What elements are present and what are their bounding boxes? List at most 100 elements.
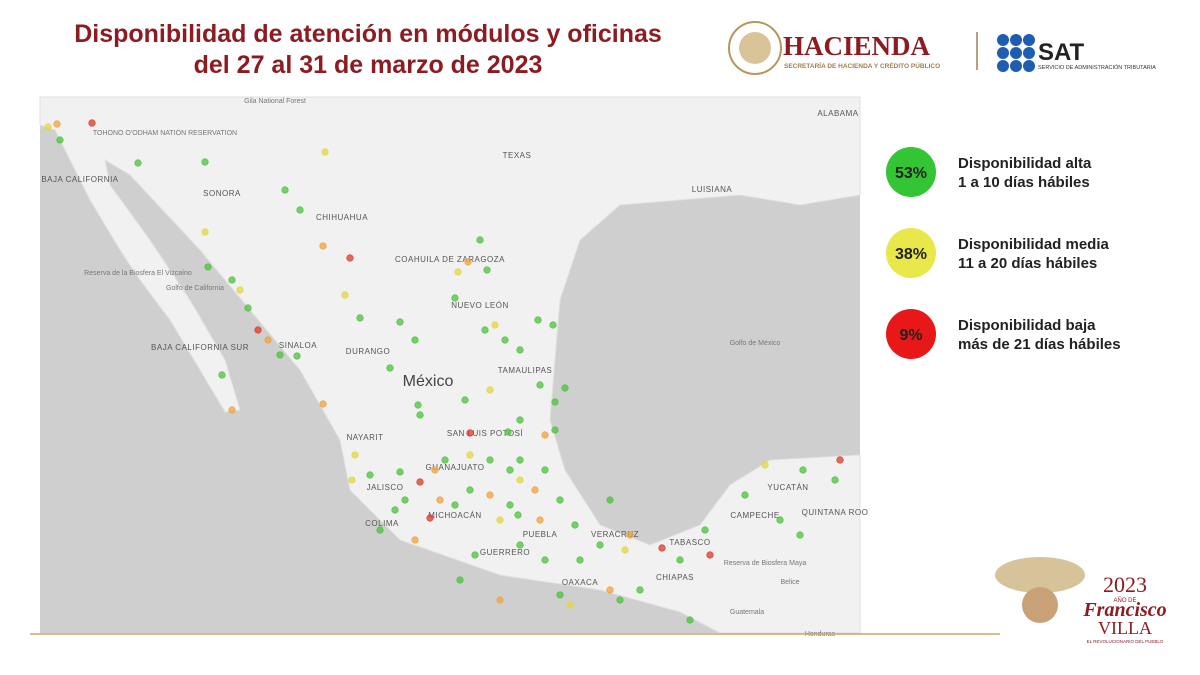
map-label: TABASCO — [669, 538, 710, 547]
map-label: TEXAS — [503, 151, 532, 160]
legend-percent: 38% — [895, 246, 927, 263]
office-dot — [516, 456, 524, 464]
office-dot — [319, 400, 327, 408]
office-dot — [293, 352, 301, 360]
office-dot — [451, 501, 459, 509]
footer-name: VILLA — [1098, 618, 1152, 638]
office-dot — [616, 596, 624, 604]
office-dot — [356, 314, 364, 322]
map-label: TAMAULIPAS — [498, 366, 553, 375]
title-line: del 27 al 31 de marzo de 2023 — [194, 51, 543, 79]
legend-dot — [886, 228, 936, 278]
office-dot — [454, 268, 462, 276]
office-dot — [351, 451, 359, 459]
office-dot — [391, 506, 399, 514]
map-label: SONORA — [203, 189, 241, 198]
office-dot — [636, 586, 644, 594]
legend-dot — [886, 309, 936, 359]
map-label: PUEBLA — [523, 530, 558, 539]
map-label: ALABAMA — [817, 109, 858, 118]
sat-name: SAT — [1038, 39, 1085, 66]
map-label: Gila National Forest — [244, 98, 306, 105]
office-dot — [606, 586, 614, 594]
map-label: Guatemala — [730, 609, 764, 616]
office-dot — [436, 496, 444, 504]
office-dot — [576, 556, 584, 564]
office-dot — [204, 263, 212, 271]
office-dot — [401, 496, 409, 504]
office-dot — [411, 336, 419, 344]
office-dot — [426, 514, 434, 522]
office-dot — [741, 491, 749, 499]
map-label: BAJA CALIFORNIA — [41, 175, 118, 184]
map: Gila National Forest TOHONO O'ODHAM NATIO… — [39, 96, 869, 638]
map-label: VERACRUZ — [591, 530, 639, 539]
office-dot — [496, 596, 504, 604]
office-dot — [201, 158, 209, 166]
office-dot — [658, 544, 666, 552]
office-dot — [476, 236, 484, 244]
office-dot — [541, 431, 549, 439]
office-dot — [686, 616, 694, 624]
office-dot — [551, 398, 559, 406]
map-label: Reserva de la Biosfera El Vizcaíno — [84, 270, 192, 277]
map-label: México — [403, 373, 454, 390]
map-label: TOHONO O'ODHAM NATION RESERVATION — [93, 130, 237, 137]
office-dot — [516, 416, 524, 424]
emblem — [739, 32, 771, 64]
office-dot — [411, 536, 419, 544]
office-dot — [799, 466, 807, 474]
office-dot — [456, 576, 464, 584]
office-dot — [566, 601, 574, 609]
map-label: DURANGO — [346, 347, 390, 356]
office-dot — [676, 556, 684, 564]
office-dot — [516, 541, 524, 549]
office-dot — [376, 526, 384, 534]
office-dot — [296, 206, 304, 214]
office-dot — [541, 556, 549, 564]
legend-text: 11 a 20 días hábiles — [958, 255, 1097, 272]
office-dot — [556, 496, 564, 504]
legend-percent: 53% — [895, 165, 927, 182]
office-dot — [501, 336, 509, 344]
office-dot — [483, 266, 491, 274]
office-dot — [776, 516, 784, 524]
map-label: OAXACA — [562, 578, 599, 587]
office-dot — [536, 516, 544, 524]
legend-percent: 9% — [899, 327, 922, 344]
hacienda-name: HACIENDA — [783, 31, 931, 61]
map-label: LUISIANA — [692, 185, 733, 194]
footer-name: Francisco — [1082, 599, 1166, 621]
footer-tagline: EL REVOLUCIONARIO DEL PUEBLO — [1087, 639, 1164, 644]
office-dot — [496, 516, 504, 524]
office-dot — [701, 526, 709, 534]
office-dot — [416, 478, 424, 486]
legend-text: 1 a 10 días hábiles — [958, 174, 1090, 191]
legend-dot — [886, 147, 936, 197]
office-dot — [341, 291, 349, 299]
office-dot — [571, 521, 579, 529]
office-dot — [551, 426, 559, 434]
map-label: QUINTANA ROO — [802, 508, 869, 517]
legend-text: más de 21 días hábiles — [958, 336, 1121, 353]
office-dot — [486, 386, 494, 394]
office-dot — [506, 466, 514, 474]
map-label: COAHUILA DE ZARAGOZA — [395, 255, 505, 264]
office-dot — [134, 159, 142, 167]
map-label: YUCATÁN — [767, 483, 808, 492]
office-dot — [534, 316, 542, 324]
map-label: MICHOACÁN — [428, 511, 481, 520]
office-dot — [53, 120, 61, 128]
office-dot — [621, 546, 629, 554]
office-dot — [491, 321, 499, 329]
office-dot — [441, 456, 449, 464]
office-dot — [348, 476, 356, 484]
office-dot — [461, 396, 469, 404]
office-dot — [504, 428, 512, 436]
office-dot — [396, 318, 404, 326]
office-dot — [481, 326, 489, 334]
office-dot — [761, 461, 769, 469]
office-dot — [516, 476, 524, 484]
office-dot — [366, 471, 374, 479]
